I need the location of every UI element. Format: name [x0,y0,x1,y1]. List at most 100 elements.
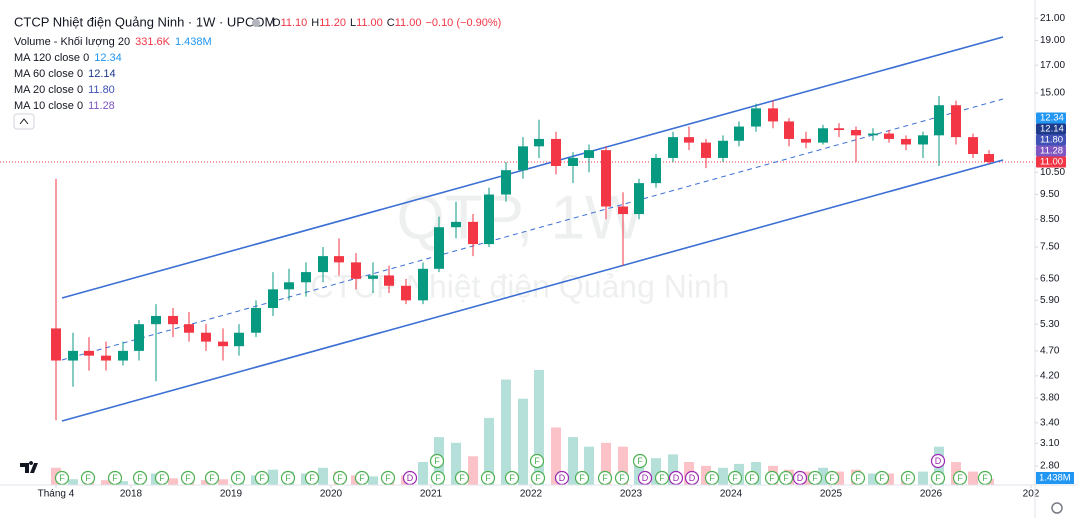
x-tick-label: 2021 [420,489,443,500]
candle-body [534,138,544,147]
candle-body [484,194,494,245]
collapse-button[interactable] [13,113,35,130]
watermark-name: CTCP Nhiệt điện Quảng Ninh [310,268,729,304]
trend-channel [61,36,1004,422]
ohlc-key: H [311,17,319,29]
candle-body [818,128,828,143]
ohlc-key: O [272,17,281,29]
candle-body [618,206,628,215]
event-label: F [59,473,65,483]
candle-body [668,137,678,158]
candle-body [918,135,928,145]
volume-bar [168,478,178,485]
candle-body [301,272,311,283]
price-tag-label: 11.80 [1040,134,1063,145]
volume-bar [668,454,678,485]
candle-body [68,350,78,361]
volume-bar [918,471,928,485]
event-label: D [673,473,680,483]
volume-bar [68,479,78,485]
candle-body [934,105,944,136]
y-tick-label: 4.70 [1040,346,1060,357]
price-tag [1036,123,1066,135]
event-label: F [385,473,391,483]
volume-bar [601,442,611,485]
candle-body [784,121,794,139]
price-tag [1036,134,1066,146]
candle-body [634,183,644,215]
y-tick-label: 9.50 [1040,189,1060,200]
candle-body [134,324,144,351]
event-label: F [602,473,608,483]
event-label: F [783,473,789,483]
candle-body [884,133,894,139]
legend-row: MA 20 close 0 11.80 [14,84,115,96]
x-tick-label: 2019 [220,489,243,500]
event-label: D [559,473,566,483]
y-tick-label: 10.50 [1040,167,1065,178]
y-tick-label: 6.50 [1040,273,1060,284]
volume-bar [534,370,544,485]
volume-bar [468,456,478,485]
volume-bar [968,471,978,485]
candle-body [851,130,861,136]
y-tick-label: 5.30 [1040,319,1060,330]
candle-body [501,170,511,195]
candle-body [718,140,728,158]
event-label: F [535,473,541,483]
x-tick-label: 2024 [720,489,743,500]
candle-body [318,256,328,273]
event-label: F [619,473,625,483]
volume-bar [218,479,228,485]
event-label: F [159,473,165,483]
volume-bar [318,467,328,485]
y-tick-label: 17.00 [1040,60,1065,71]
volume-bar [101,480,111,485]
legend-value: 11.28 [88,100,115,112]
event-label: F [434,456,440,466]
candle-body [51,328,61,361]
volume-bar [718,467,728,485]
event-label: F [812,473,818,483]
ohlc-value: 11.20 [319,17,346,29]
event-label: F [879,473,885,483]
event-label: F [749,473,755,483]
y-tick-label: 7.50 [1040,242,1060,253]
volume-bar [518,398,528,485]
y-tick-label: 4.20 [1040,371,1060,382]
event-label: F [309,473,315,483]
price-tag-label: 11.00 [1040,156,1063,167]
price-tag-label: 11.28 [1040,145,1063,156]
candle-body [601,150,611,207]
price-tag-label: 12.34 [1040,112,1064,123]
volume-bar [584,446,594,485]
candle-body [434,227,444,269]
candle-body [451,221,461,228]
event-label: F [957,473,963,483]
candle-body [101,355,111,361]
y-tick-label: 3.40 [1040,417,1060,428]
event-label: F [459,473,465,483]
candle-body [368,275,378,279]
price-tag [1036,156,1066,168]
x-tick-label: 2022 [520,489,543,500]
candle-body [401,285,411,301]
legend-value: 11.80 [88,84,115,96]
candle-body [268,289,278,309]
event-label: F [935,473,941,483]
legend-name: MA 10 close 0 [14,100,83,112]
channel-middle [61,98,1004,361]
y-tick-label: 3.10 [1040,438,1060,449]
event-label: F [709,473,715,483]
event-label: F [185,473,191,483]
ohlc-key: C [387,17,395,29]
legend-value: 12.34 [94,52,122,64]
candle-body [568,157,578,167]
ohlc-value: 11.00 [356,17,383,29]
y-tick-label: 2.80 [1040,461,1060,472]
channel-upper [61,36,1004,299]
legend-name: MA 60 close 0 [14,68,83,80]
change: −0.10 (−0.90%) [425,17,501,29]
settings-button[interactable] [1051,502,1063,514]
